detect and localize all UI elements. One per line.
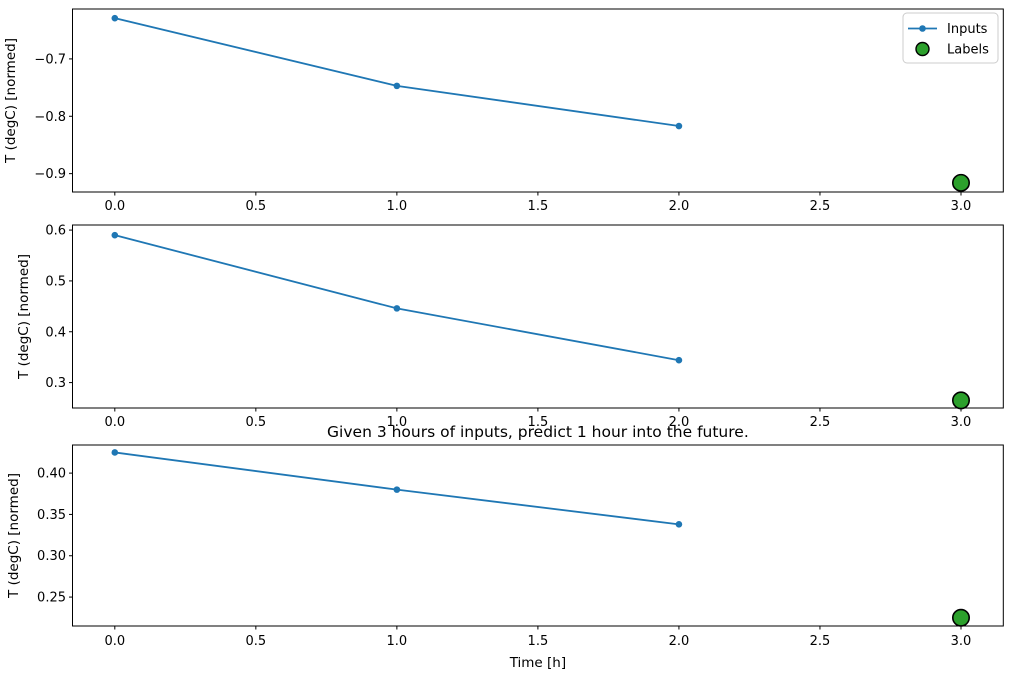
- x-tick-label: 2.0: [669, 199, 690, 214]
- x-tick-label: 2.5: [810, 199, 831, 214]
- legend-labels-swatch: [915, 41, 930, 57]
- y-axis-label: T (degC) [normed]: [16, 254, 32, 380]
- y-tick-label: 0.5: [45, 274, 66, 289]
- legend-label-labels: Labels: [947, 43, 989, 58]
- x-tick-label: 3.0: [951, 199, 972, 214]
- inputs-marker: [393, 486, 401, 493]
- y-axis-label: T (degC) [normed]: [6, 473, 22, 599]
- x-tick-label: 3.0: [951, 634, 972, 649]
- plot-spines: [72, 8, 1004, 193]
- labels-point: [951, 608, 970, 627]
- inputs-marker: [393, 305, 401, 312]
- subplot-2: 0.0 0.5 1.0 1.5 2.0 2.5 3.0 0.3 0.4 0.5 0.6 T (degC…: [16, 224, 1004, 430]
- x-tick-label: 3.0: [951, 415, 972, 430]
- chart-title: Given 3 hours of inputs, predict 1 hour …: [327, 423, 749, 441]
- subplot-3: 0.0 0.5 1.0 1.5 2.0 2.5 3.0 0.25 0.30 0.35 0.40 T (…: [6, 423, 1004, 671]
- inputs-marker: [111, 14, 119, 22]
- x-tick-label: 0.5: [245, 634, 266, 649]
- y-tick-label: 0.30: [37, 549, 66, 564]
- y-tick-label: 0.3: [45, 376, 66, 391]
- labels-point: [951, 173, 970, 192]
- x-axis-label: Time [h]: [509, 655, 566, 671]
- legend-inputs-marker-swatch: [919, 25, 926, 32]
- x-tick-label: 0.0: [104, 199, 125, 214]
- inputs-line: [114, 234, 680, 362]
- inputs-marker: [393, 82, 401, 90]
- x-tick-label: 2.5: [810, 415, 831, 430]
- legend-label-inputs: Inputs: [947, 22, 988, 37]
- x-tick-label: 1.5: [528, 634, 549, 649]
- subplot-1: 0.0 0.5 1.0 1.5 2.0 2.5 3.0 −0.9 −0.8 −0.7 T (degC…: [3, 8, 1004, 214]
- inputs-marker: [675, 122, 683, 130]
- x-tick-label: 2.0: [669, 634, 690, 649]
- plot-spines: [72, 224, 1004, 409]
- inputs-marker: [111, 231, 119, 239]
- y-tick-label: 0.6: [45, 224, 66, 239]
- y-tick-label: −0.8: [34, 110, 66, 125]
- y-tick-label: 0.4: [45, 325, 66, 340]
- y-tick-label: −0.9: [34, 167, 66, 182]
- x-tick-label: 1.0: [387, 199, 408, 214]
- x-tick-label: 0.0: [104, 415, 125, 430]
- inputs-marker: [111, 449, 119, 456]
- inputs-marker: [675, 356, 683, 364]
- inputs-line: [114, 17, 680, 127]
- labels-point: [951, 391, 970, 410]
- y-tick-label: 0.35: [37, 508, 66, 523]
- y-tick-label: 0.40: [37, 467, 66, 482]
- y-tick-label: −0.7: [34, 52, 66, 67]
- x-tick-label: 1.5: [528, 199, 549, 214]
- x-tick-label: 2.5: [810, 634, 831, 649]
- y-axis-label: T (degC) [normed]: [3, 38, 19, 164]
- x-tick-label: 2.0: [669, 415, 690, 430]
- x-tick-label: 0.0: [104, 634, 125, 649]
- inputs-marker: [675, 521, 683, 528]
- x-tick-label: 1.0: [387, 415, 408, 430]
- x-tick-label: 1.0: [387, 634, 408, 649]
- x-tick-label: 1.5: [528, 415, 549, 430]
- plot-spines: [72, 444, 1004, 627]
- legend: Inputs Labels: [902, 12, 999, 64]
- x-tick-label: 0.5: [245, 199, 266, 214]
- y-tick-label: 0.25: [37, 591, 66, 606]
- x-tick-label: 0.5: [245, 415, 266, 430]
